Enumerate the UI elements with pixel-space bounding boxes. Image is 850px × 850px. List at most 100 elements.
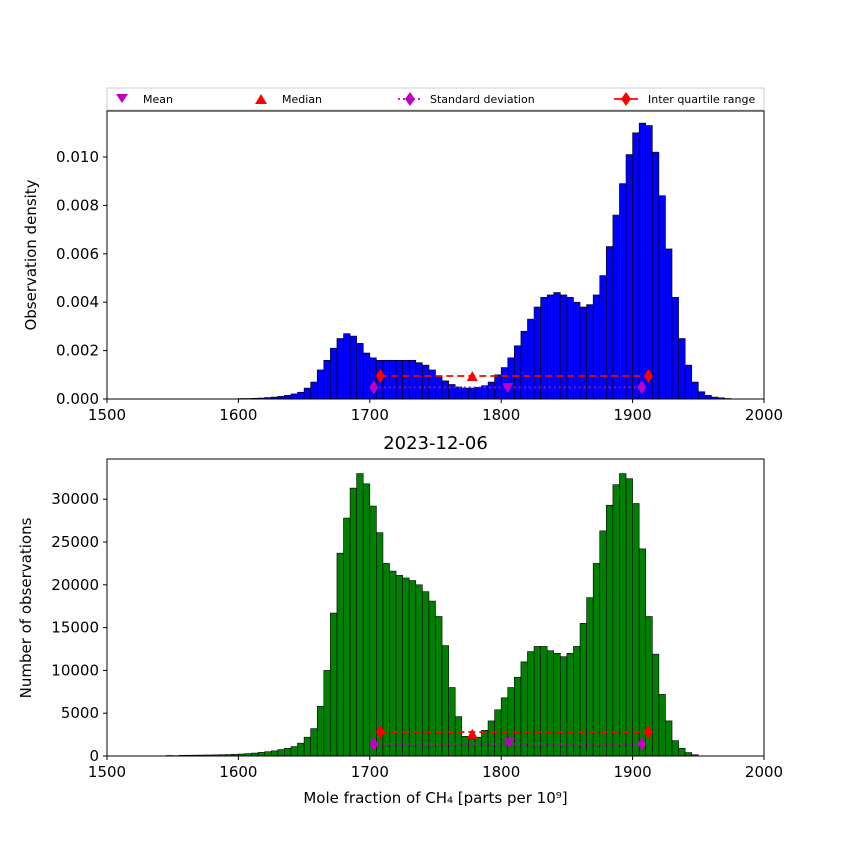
histogram-bar — [533, 306, 541, 400]
y-tick-label: 0.000 — [56, 390, 99, 408]
std-dev-low-marker — [369, 380, 379, 395]
histogram-bar — [290, 393, 298, 400]
histogram-bar — [389, 359, 397, 400]
iqr-high-marker — [643, 725, 653, 740]
y-tick-label: 10000 — [51, 661, 99, 679]
count-subplot-title: 2023-12-06 — [383, 433, 488, 454]
histogram-bar — [362, 352, 371, 400]
histogram-bar — [441, 380, 449, 400]
x-tick-label: 1500 — [88, 406, 126, 424]
histogram-bar — [487, 381, 495, 400]
mean-marker-icon — [116, 94, 128, 103]
histogram-bar — [284, 747, 292, 757]
histogram-bar — [691, 381, 699, 400]
histogram-bar — [527, 318, 535, 400]
histogram-bar — [632, 132, 640, 400]
x-tick-label: 1600 — [219, 763, 257, 781]
histogram-bar — [316, 706, 325, 757]
histogram-bar — [606, 504, 614, 757]
histogram-bar — [507, 357, 515, 400]
histogram-bar — [586, 304, 594, 400]
histogram-bar — [592, 294, 601, 400]
legend-entry-median: Median — [255, 93, 322, 106]
histogram-bar — [316, 369, 325, 400]
histogram-bar — [625, 154, 633, 400]
histogram-bar — [330, 347, 338, 400]
histogram-bar — [310, 381, 318, 400]
y-tick-label: 0 — [89, 747, 99, 765]
histogram-bar — [402, 577, 410, 757]
mean-marker — [503, 738, 515, 749]
y-tick-label: 30000 — [51, 490, 99, 508]
histogram-bar — [376, 532, 384, 757]
count-histogram-panel: 2023-12-06 1500 1600 1700 1800 1900 2000 0 500… — [17, 433, 783, 807]
histogram-bar — [448, 687, 456, 757]
histogram-bar — [323, 670, 331, 757]
histogram-bar — [343, 333, 351, 400]
std-dev-high-marker — [637, 737, 647, 752]
histogram-bar — [553, 292, 561, 400]
histogram-bar — [343, 517, 351, 757]
legend-frame — [106, 87, 765, 111]
histogram-bar — [652, 151, 660, 400]
histogram-bar — [395, 575, 403, 757]
x-tick-label: 1900 — [614, 763, 652, 781]
histogram-bar — [415, 584, 423, 757]
density-markers — [369, 369, 653, 395]
x-tick-label: 1500 — [88, 763, 126, 781]
histogram-bar — [527, 651, 535, 757]
histogram-bar — [336, 338, 344, 400]
iqr-marker-icon — [621, 92, 631, 106]
histogram-bar — [579, 306, 587, 400]
histogram-bar — [704, 395, 712, 400]
legend: Mean Median Standard deviation Inter qua… — [106, 87, 765, 111]
histogram-bar — [540, 297, 548, 400]
histogram-bar — [349, 487, 357, 757]
histogram-bar — [284, 395, 292, 400]
histogram-bar — [697, 391, 706, 400]
histogram-bar — [257, 752, 265, 757]
histogram-bar — [356, 473, 364, 757]
histogram-bar — [579, 623, 587, 757]
median-marker — [466, 371, 478, 382]
histogram-bar — [658, 195, 666, 400]
y-tick-label: 0.010 — [56, 148, 99, 166]
y-tick-label: 25000 — [51, 533, 99, 551]
density-y-axis-label: Observation density — [22, 179, 40, 330]
histogram-bar — [514, 345, 522, 400]
histogram-bar — [468, 387, 476, 400]
histogram-bar — [356, 343, 364, 400]
histogram-bar — [671, 740, 679, 757]
histogram-bar — [454, 716, 463, 757]
histogram-bar — [264, 751, 272, 757]
histogram-bar — [474, 387, 482, 400]
histogram-bar — [310, 728, 318, 757]
legend-label-std: Standard deviation — [430, 93, 535, 106]
count-x-axis-label: Mole fraction of CH₄ [parts per 10⁹] — [303, 789, 567, 807]
y-tick-label: 0.002 — [56, 342, 99, 360]
median-marker-icon — [255, 94, 267, 104]
histogram-bar — [303, 387, 311, 400]
std-marker-icon — [405, 92, 415, 106]
y-tick-label: 0.008 — [56, 196, 99, 214]
histogram-bar — [638, 122, 647, 400]
histogram-bar — [625, 478, 633, 757]
density-y-ticks: 0.000 0.002 0.004 0.006 0.008 0.010 — [56, 148, 107, 408]
histogram-bar — [270, 750, 279, 757]
histogram-bar — [566, 652, 574, 757]
x-tick-label: 1800 — [482, 406, 520, 424]
histogram-bar — [684, 752, 693, 757]
legend-label-iqr: Inter quartile range — [648, 93, 755, 106]
histogram-bar — [435, 616, 443, 757]
legend-label-mean: Mean — [143, 93, 173, 106]
x-tick-label: 1600 — [219, 406, 257, 424]
density-histogram-panel: 1500 1600 1700 1800 1900 2000 0.000 0.002 0.004… — [22, 110, 783, 424]
histogram-bar — [441, 645, 449, 757]
histogram-bar — [422, 364, 430, 400]
count-x-ticks: 1500 1600 1700 1800 1900 2000 — [88, 756, 783, 781]
histogram-bar — [520, 330, 528, 400]
histogram-bar — [553, 652, 561, 757]
histogram-bar — [461, 387, 469, 400]
histogram-bar — [369, 505, 377, 757]
